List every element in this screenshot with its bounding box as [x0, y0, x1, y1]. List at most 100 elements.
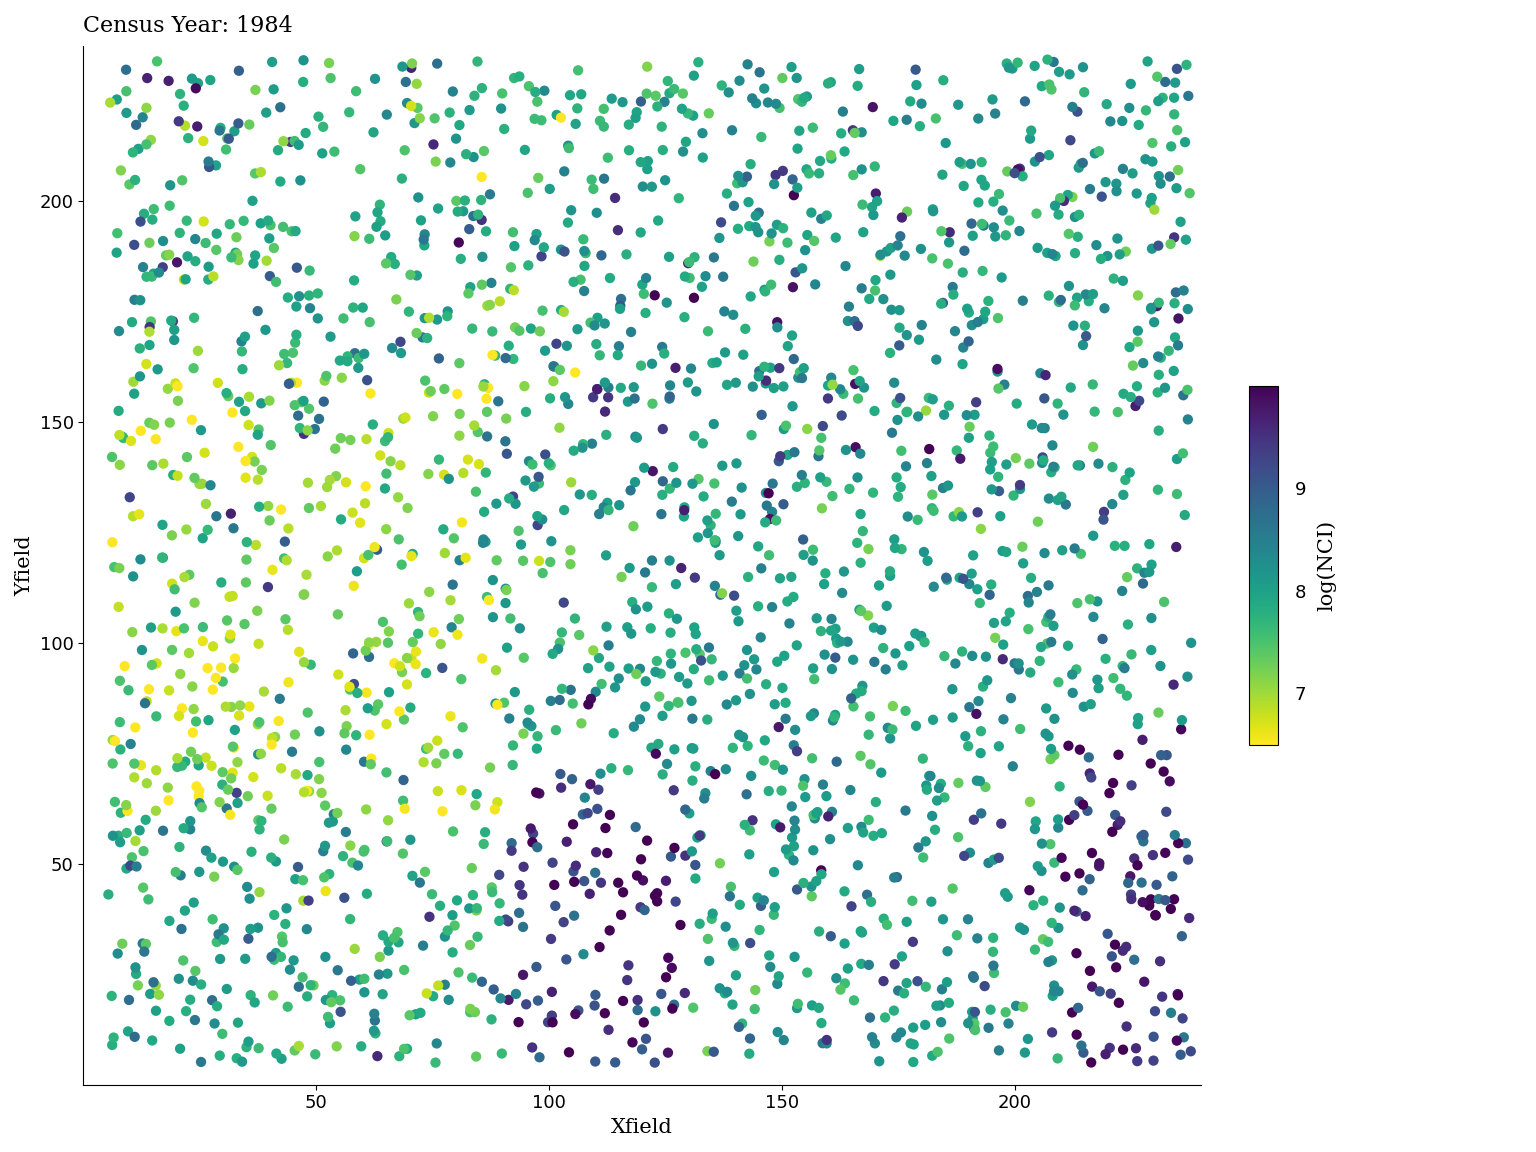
Point [1138, 641, 1163, 659]
Point [631, 285, 656, 303]
Point [814, 787, 839, 805]
Point [952, 847, 977, 865]
Point [464, 1047, 488, 1066]
Point [1146, 365, 1170, 384]
Point [121, 385, 146, 403]
Point [857, 811, 882, 829]
Point [886, 982, 911, 1000]
Point [516, 77, 541, 96]
Point [991, 541, 1015, 560]
Point [920, 1046, 945, 1064]
Point [115, 802, 140, 820]
Point [404, 266, 429, 285]
Point [610, 568, 634, 586]
Point [578, 313, 602, 332]
Point [333, 473, 358, 492]
Point [155, 779, 180, 797]
Point [1094, 173, 1118, 191]
Point [169, 919, 194, 938]
Point [197, 258, 221, 276]
Point [516, 714, 541, 733]
Point [667, 668, 691, 687]
Point [1124, 1039, 1149, 1058]
Point [582, 317, 607, 335]
Point [782, 851, 806, 870]
Point [670, 559, 694, 577]
Point [1023, 152, 1048, 170]
Point [590, 675, 614, 694]
Point [1021, 896, 1046, 915]
Point [1169, 927, 1193, 946]
Point [914, 776, 938, 795]
Point [364, 218, 389, 236]
Point [290, 968, 315, 986]
Point [668, 916, 693, 934]
Point [962, 811, 986, 829]
Point [278, 961, 303, 979]
Point [484, 661, 508, 680]
Point [161, 320, 186, 339]
Point [286, 136, 310, 154]
Point [753, 732, 777, 750]
Point [1071, 153, 1095, 172]
Point [1163, 294, 1187, 312]
Point [639, 619, 664, 637]
Point [140, 655, 164, 674]
Point [664, 358, 688, 377]
Point [843, 438, 868, 456]
Point [183, 252, 207, 271]
Point [957, 843, 982, 862]
Point [922, 501, 946, 520]
Point [393, 73, 418, 91]
Point [253, 320, 278, 339]
Point [276, 374, 301, 393]
Point [275, 551, 300, 569]
Point [582, 996, 607, 1015]
Point [114, 859, 138, 878]
Point [588, 873, 613, 892]
Point [501, 756, 525, 774]
Point [395, 675, 419, 694]
Point [630, 177, 654, 196]
Point [1081, 607, 1106, 626]
Point [178, 991, 203, 1009]
Point [511, 965, 536, 984]
Point [1078, 1053, 1103, 1071]
Point [129, 756, 154, 774]
Point [625, 103, 650, 121]
Point [1063, 539, 1087, 558]
Point [244, 536, 269, 554]
Point [366, 540, 390, 559]
Point [554, 336, 579, 355]
Point [665, 694, 690, 712]
Point [447, 354, 472, 372]
Point [1158, 900, 1183, 918]
Point [201, 867, 226, 886]
Point [120, 623, 144, 642]
Point [674, 132, 699, 151]
Point [955, 1014, 980, 1032]
Point [594, 425, 619, 444]
Point [432, 380, 456, 399]
Point [313, 796, 338, 814]
Point [833, 257, 857, 275]
Point [1020, 415, 1044, 433]
Point [232, 212, 257, 230]
Point [728, 895, 753, 914]
Point [258, 215, 283, 234]
Point [760, 598, 785, 616]
Point [223, 650, 247, 668]
Point [1172, 281, 1197, 300]
Point [920, 200, 945, 219]
Point [639, 177, 664, 196]
Point [123, 832, 147, 850]
Point [413, 371, 438, 389]
Point [728, 505, 753, 523]
Point [925, 791, 949, 810]
Point [230, 359, 255, 378]
Point [680, 740, 705, 758]
Point [714, 983, 739, 1001]
Point [809, 865, 834, 884]
Point [780, 278, 805, 296]
Point [659, 623, 684, 642]
